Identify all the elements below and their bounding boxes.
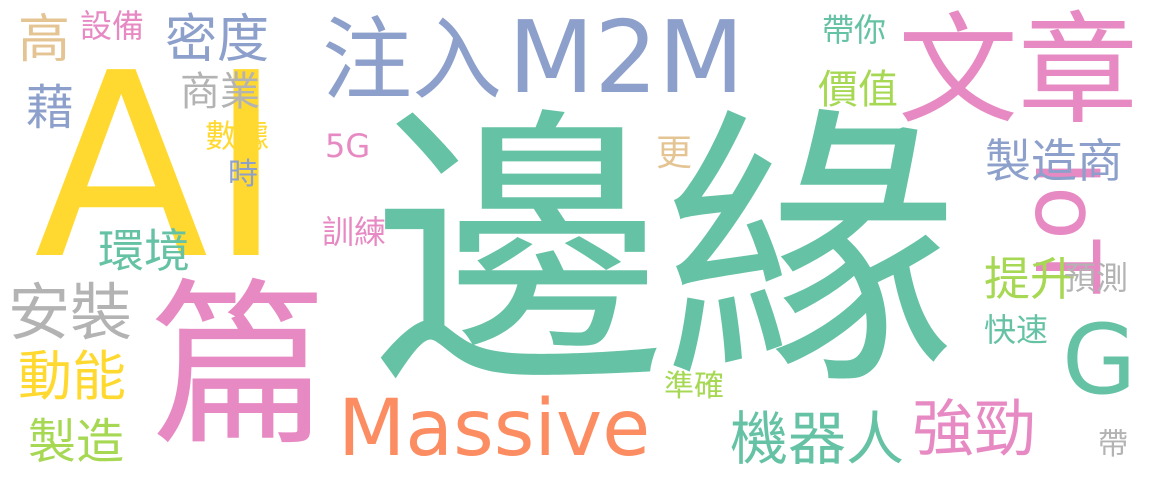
word-jiqiren: 機器人 bbox=[730, 405, 905, 473]
word-m2m: M2M bbox=[508, 0, 745, 116]
word-zhuru: 注入 bbox=[322, 8, 502, 113]
word-huanjing: 環境 bbox=[98, 224, 190, 278]
word-yuce: 預測 bbox=[1064, 259, 1129, 297]
word-xunlian: 訓練 bbox=[322, 213, 387, 251]
word-midu: 密度 bbox=[165, 10, 270, 70]
word-wenzhang: 文章 bbox=[898, 2, 1138, 141]
word-dongneng: 動能 bbox=[18, 345, 126, 408]
word-ai: AI bbox=[34, 19, 284, 316]
word-daini: 帶你 bbox=[822, 11, 887, 49]
word-iot: IoT bbox=[1015, 160, 1118, 294]
word-zhunque: 準確 bbox=[664, 369, 724, 404]
word-zhizaoshang: 製造商 bbox=[985, 134, 1123, 188]
word-geng: 更 bbox=[656, 133, 693, 174]
word-tisheng: 提升 bbox=[984, 252, 1076, 306]
word-anzhuang: 安裝 bbox=[8, 276, 133, 349]
word-gao: 高 bbox=[18, 10, 71, 70]
word-shebei: 設備 bbox=[80, 7, 145, 45]
word-qiangjin: 強勁 bbox=[912, 392, 1037, 465]
word-massive: Massive bbox=[338, 384, 651, 474]
word-zhizao: 製造 bbox=[28, 414, 125, 470]
word-dai: 帶 bbox=[1098, 427, 1128, 462]
word-shangye: 商業 bbox=[180, 69, 260, 115]
word-bianyuan: 邊緣 bbox=[372, 84, 956, 424]
word-g: G bbox=[1062, 304, 1137, 416]
word-pian: 篇 bbox=[150, 263, 328, 470]
word-ji: 藉 bbox=[26, 80, 75, 136]
word-shuju: 數據 bbox=[205, 117, 270, 155]
word-kuaisu: 快速 bbox=[984, 311, 1049, 349]
word-shi: 時 bbox=[228, 157, 258, 192]
word-jiazhi: 價值 bbox=[818, 67, 898, 113]
word-5g: 5G bbox=[325, 127, 371, 165]
